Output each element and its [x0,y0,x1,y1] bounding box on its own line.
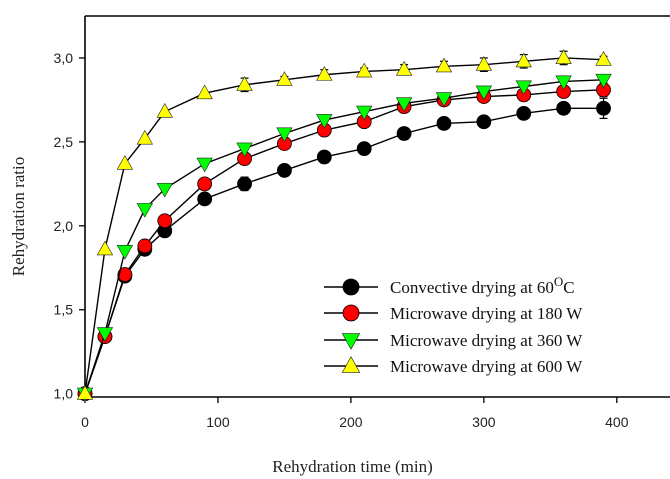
data-point [156,103,173,118]
data-point [137,238,153,254]
data-point [276,71,293,86]
x-tick-label: 400 [605,414,629,430]
y-tick-label: 1,0 [54,386,74,402]
legend-marker [342,278,360,296]
series-line [84,57,604,394]
data-point [116,155,134,170]
data-point [96,327,114,342]
y-tick-label: 2,5 [54,134,74,150]
legend-label: Convective drying at 60OC [390,274,575,297]
series-layer [76,49,612,403]
legend-label: Microwave drying at 360 W [390,331,583,350]
x-tick-label: 200 [339,414,363,430]
data-point [395,61,413,76]
data-point [595,50,612,66]
x-tick-label: 300 [472,414,496,430]
data-point [136,129,153,145]
data-point [476,114,492,130]
data-point [356,105,373,121]
data-point [595,73,612,89]
legend-item-3: Microwave drying at 360 W [324,331,583,350]
data-point [435,57,453,73]
data-point [356,141,372,156]
data-point [475,85,493,101]
data-point [435,92,453,107]
x-axis-title: Rehydration time (min) [272,457,433,476]
data-point [316,66,333,81]
y-tick-label: 2,0 [54,218,74,234]
data-point [236,76,253,91]
data-point [197,191,213,207]
data-point [395,97,413,112]
series-line [84,107,604,394]
data-point [277,163,292,178]
data-point [136,203,153,218]
data-point [396,126,412,141]
legend-label: Microwave drying at 600 W [390,357,583,376]
data-point [96,240,114,256]
y-axis-title: Rehydration ratio [9,157,28,276]
data-point [117,267,133,282]
legend: Convective drying at 60OC Microwave dryin… [324,274,583,376]
data-point [237,176,252,192]
data-point [556,100,572,116]
series-4 [76,49,612,400]
data-point [516,105,532,121]
plot-frame [84,15,670,398]
data-point [515,80,532,96]
data-point [436,116,452,131]
legend-marker [341,333,361,350]
data-point [316,114,333,129]
data-point [157,213,173,229]
data-point [596,100,611,116]
legend-item-2: Microwave drying at 180 W [324,304,583,323]
legend-item-1: Convective drying at 60OC [324,274,575,297]
data-point [555,75,572,91]
x-tick-label: 100 [206,414,230,430]
y-tick-label: 3,0 [54,50,74,66]
data-point [197,176,213,192]
data-point [475,56,493,71]
y-tick-label: 1,5 [54,302,74,318]
legend-marker [342,304,360,322]
legend-label: Microwave drying at 180 W [390,304,583,323]
data-point [196,84,213,100]
data-point [555,49,572,64]
legend-marker [341,356,361,373]
series-line [84,79,604,394]
series-1 [77,97,611,402]
data-point [316,149,332,165]
data-point [76,384,94,400]
data-point [276,127,293,143]
data-point [515,52,532,68]
data-point [236,142,253,158]
data-point [356,62,373,78]
series-2 [77,82,611,402]
data-point [116,245,134,260]
data-point [156,182,173,198]
x-tick-label: 0 [81,414,89,430]
series-line [84,89,604,394]
data-point [196,157,213,173]
legend-item-4: Microwave drying at 600 W [324,356,583,376]
axis-ticks: 0 100 200 300 400 1,0 1,5 2,0 2,5 3,0 [54,50,629,430]
